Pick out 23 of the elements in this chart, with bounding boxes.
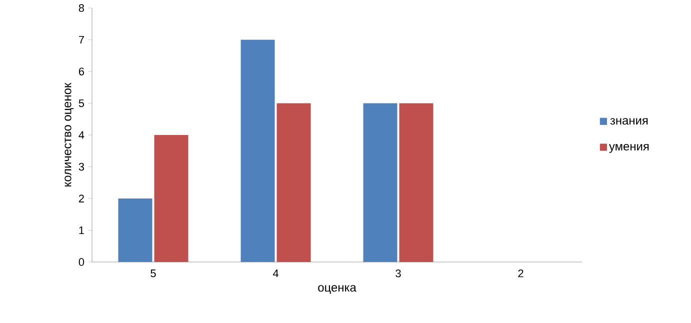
y-tick-label: 7 <box>78 36 84 44</box>
y-tick-label: 4 <box>78 131 84 139</box>
y-axis-title: количество оценок <box>64 82 74 186</box>
y-tick-label: 0 <box>78 258 84 266</box>
x-tick-label: 3 <box>396 270 401 278</box>
x-axis-title: оценка <box>318 285 356 294</box>
legend-label: знания <box>610 118 648 125</box>
x-tick-label: 4 <box>272 270 278 278</box>
y-tick-label: 5 <box>78 99 84 108</box>
bar <box>118 198 152 262</box>
legend-label: умения <box>609 144 649 153</box>
y-tick-label: 6 <box>78 68 84 76</box>
y-tick-label: 3 <box>78 162 84 171</box>
bar <box>276 103 311 262</box>
y-tick-label: 8 <box>78 4 84 12</box>
bar <box>399 103 434 262</box>
bar <box>240 40 275 262</box>
bar <box>363 103 398 262</box>
x-tick-label: 2 <box>518 270 524 278</box>
x-tick-label: 5 <box>150 270 156 278</box>
y-tick-label: 2 <box>78 194 84 202</box>
y-tick-label: 1 <box>79 226 84 234</box>
bar <box>154 135 188 262</box>
